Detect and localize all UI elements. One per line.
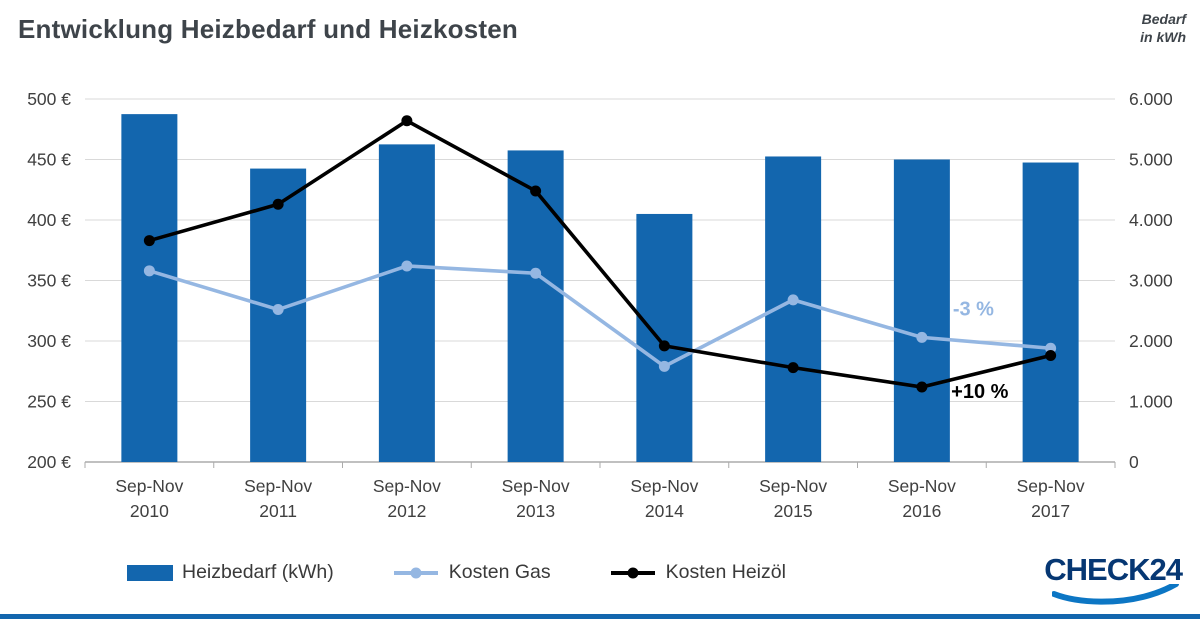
heizbedarf-bar bbox=[507, 150, 564, 463]
x-axis-category-label: Sep-Nov 2013 bbox=[502, 476, 570, 521]
gas-point bbox=[530, 267, 542, 279]
chart-legend: Heizbedarf (kWh) Kosten Gas Kosten Heizö… bbox=[127, 561, 786, 584]
right-axis-title-line1: Bedarf bbox=[1141, 11, 1186, 27]
combo-chart: 200 € 250 € 300 € 350 € 400 € 450 € 500 € 0 1.00… bbox=[27, 89, 1173, 521]
heizoel-point bbox=[658, 340, 670, 352]
heizbedarf-bar bbox=[250, 168, 307, 462]
right-axis-tick-label: 6.000 bbox=[1129, 89, 1173, 109]
legend-item-gas: Kosten Gas bbox=[392, 561, 551, 584]
legend-item-heizbedarf: Heizbedarf (kWh) bbox=[127, 561, 334, 584]
right-axis-tick-label: 1.000 bbox=[1129, 392, 1173, 412]
gas-line bbox=[148, 264, 1051, 369]
chart-title: Entwicklung Heizbedarf und Heizkosten bbox=[18, 14, 519, 44]
heizoel-point bbox=[272, 198, 284, 210]
x-axis-category-label: Sep-Nov 2010 bbox=[115, 476, 183, 521]
heizbedarf-bar bbox=[636, 213, 693, 462]
gas-point bbox=[787, 294, 799, 306]
gas-line-swatch bbox=[393, 567, 438, 578]
annotation-10: +10 % bbox=[951, 381, 1008, 403]
gas-point bbox=[143, 265, 155, 277]
left-axis-tick-label: 350 € bbox=[27, 271, 71, 291]
gas-point bbox=[916, 331, 928, 343]
left-axis-tick-label: 200 € bbox=[27, 452, 71, 472]
right-axis-tick-label: 4.000 bbox=[1129, 210, 1173, 230]
gas-point bbox=[272, 304, 284, 316]
heizbedarf-bar bbox=[893, 159, 950, 462]
x-axis-category-label: Sep-Nov 2017 bbox=[1017, 476, 1085, 521]
gas-point bbox=[658, 360, 670, 372]
legend-label-heizoel: Kosten Heizöl bbox=[665, 561, 786, 583]
heizoel-point bbox=[1045, 350, 1057, 362]
x-axis-category-label: Sep-Nov 2014 bbox=[630, 476, 698, 521]
left-axis-tick-label: 250 € bbox=[27, 392, 71, 412]
annotation--3: -3 % bbox=[953, 299, 994, 321]
left-axis-tick-label: 500 € bbox=[27, 89, 71, 109]
left-axis-tick-label: 400 € bbox=[27, 210, 71, 230]
heizoel-point bbox=[401, 115, 413, 127]
x-axis-category-label: Sep-Nov 2015 bbox=[759, 476, 827, 521]
heizbedarf-bar-swatch bbox=[127, 564, 173, 581]
legend-label-heizbedarf: Heizbedarf (kWh) bbox=[182, 561, 334, 583]
heizoel-point bbox=[530, 185, 542, 197]
right-axis-tick-label: 0 bbox=[1129, 452, 1139, 472]
x-axis-category-label: Sep-Nov 2011 bbox=[244, 476, 312, 521]
left-axis-tick-label: 300 € bbox=[27, 331, 71, 351]
legend-label-gas: Kosten Gas bbox=[448, 561, 551, 583]
heizoel-point bbox=[916, 381, 928, 393]
right-axis-tick-label: 2.000 bbox=[1129, 331, 1173, 351]
right-axis-tick-label: 5.000 bbox=[1129, 150, 1173, 170]
bottom-accent-bar bbox=[0, 614, 1200, 619]
check24-logo: CHECK24 bbox=[1002, 552, 1183, 606]
heizbedarf-bar bbox=[1022, 162, 1079, 462]
legend-item-heizoel: Kosten Heizöl bbox=[609, 561, 786, 584]
right-axis-title: Bedarf in kWh bbox=[1140, 10, 1186, 46]
logo-swoosh-icon bbox=[1052, 584, 1179, 605]
right-axis-title-line2: in kWh bbox=[1140, 29, 1186, 46]
heizoel-point bbox=[143, 235, 155, 247]
x-axis-category-label: Sep-Nov 2012 bbox=[373, 476, 441, 521]
heizbedarf-bar bbox=[121, 114, 178, 462]
heizoel-point bbox=[787, 362, 799, 374]
heizbedarf-bar bbox=[378, 144, 435, 462]
check24-logo-text: CHECK24 bbox=[1044, 552, 1183, 587]
x-axis-category-label: Sep-Nov 2016 bbox=[888, 476, 956, 521]
right-axis-tick-label: 3.000 bbox=[1129, 271, 1173, 291]
left-axis-tick-label: 450 € bbox=[27, 150, 71, 170]
heizoel-line-swatch bbox=[610, 567, 655, 578]
gas-point bbox=[401, 260, 413, 272]
heizoel-line bbox=[148, 118, 1052, 389]
